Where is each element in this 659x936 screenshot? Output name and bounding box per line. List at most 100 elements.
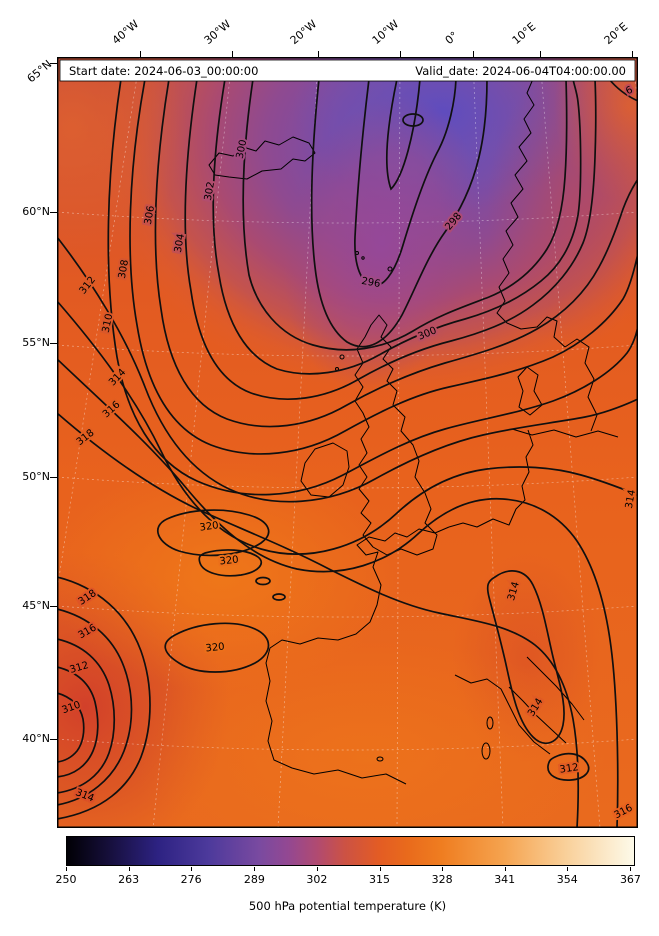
contour-line — [310, 78, 488, 348]
lon-tick — [400, 51, 401, 57]
norway-shading — [487, 67, 638, 347]
colorbar-label: 500 hPa potential temperature (K) — [248, 899, 447, 913]
colorbar-tick-label: 341 — [494, 873, 516, 886]
coastline-shetland — [387, 266, 393, 272]
colorbar-tick-label: 263 — [118, 873, 140, 886]
lon-tick-label: 10°E — [509, 20, 539, 47]
contour-line — [242, 78, 568, 351]
coastline-faroe — [361, 256, 365, 260]
lat-tick-label: 65°N — [24, 57, 55, 86]
coastline-france-iberia — [265, 526, 450, 785]
contour-label: 320 — [219, 555, 239, 568]
contour-line — [184, 78, 597, 400]
date-strip: Start date: 2024-06-03_00:00:00 Valid_da… — [59, 59, 636, 82]
coastline-ireland — [300, 442, 350, 498]
lon-tick-label: 20°W — [287, 17, 320, 47]
contour-line — [164, 622, 270, 673]
lon-tick — [473, 51, 474, 57]
lat-tick-label: 50°N — [22, 470, 50, 483]
map-border — [57, 57, 638, 828]
colorbar-tick — [630, 867, 632, 871]
colorbar-gradient — [67, 837, 634, 865]
coastline-baltic — [511, 428, 619, 438]
date-strip-box — [59, 59, 636, 82]
lat-tick — [50, 739, 57, 740]
contour-line — [57, 358, 619, 828]
start-date-label: Start date: 2024-06-03_00:00:00 — [69, 64, 258, 78]
coastline-hebrides — [339, 354, 345, 360]
lat-tick — [50, 343, 57, 344]
lat-tick-label: 40°N — [22, 732, 50, 745]
south-warm-shading — [127, 637, 607, 828]
lon-tick-label: 30°W — [201, 17, 234, 47]
contour-label: 312 — [559, 762, 579, 776]
contour-line — [255, 576, 271, 586]
coastline-adriatic — [508, 686, 567, 744]
contour-line — [57, 692, 85, 763]
contour-line — [212, 78, 582, 375]
contour-line — [57, 236, 638, 503]
lon-tick-label: 10°W — [369, 17, 402, 47]
colorbar-tick-label: 302 — [306, 873, 328, 886]
colorbar-tick — [316, 867, 318, 871]
contour-label: 320 — [199, 520, 219, 534]
contour-label: 320 — [205, 642, 225, 655]
colorbar-tick-label: 315 — [369, 873, 391, 886]
colorbar-tick — [442, 867, 444, 871]
coastline-sardinia — [481, 742, 491, 760]
contour-line — [156, 509, 270, 557]
lat-tick — [50, 606, 57, 607]
colorbar-tick-label: 354 — [556, 873, 578, 886]
valid-date-label: Valid_date: 2024-06-04T04:00:00.00 — [415, 64, 626, 78]
contour-line — [129, 78, 638, 455]
lon-tick — [632, 51, 633, 57]
lon-tick — [318, 51, 319, 57]
contour-line — [57, 666, 99, 778]
lat-tick — [50, 477, 57, 478]
contour-line — [354, 78, 457, 287]
colorbar-tick-label: 250 — [55, 873, 77, 886]
lon-tick — [140, 51, 141, 57]
contour-line — [272, 593, 286, 601]
contour-label: 314 — [624, 489, 638, 510]
lon-tick — [232, 51, 233, 57]
lat-tick — [50, 212, 57, 213]
contour-line — [107, 78, 638, 496]
coastline-northsea — [448, 429, 534, 528]
lat-tick-label: 45°N — [22, 599, 50, 612]
lat-tick-label: 55°N — [22, 336, 50, 349]
coastline-balkans — [526, 656, 585, 721]
colorbar-tick — [379, 867, 381, 871]
colorbar-tick — [254, 867, 256, 871]
colorbar-tick — [128, 867, 130, 871]
contour-line — [402, 113, 424, 127]
lon-tick-label: 40°W — [109, 17, 142, 47]
coastline-mallorca — [376, 756, 384, 762]
colorbar-tick-label: 276 — [180, 873, 202, 886]
contour-line — [547, 752, 590, 781]
colorbar — [66, 836, 635, 866]
lat-tick-label: 60°N — [22, 205, 50, 218]
colorbar-tick-label: 328 — [431, 873, 453, 886]
graticule — [57, 57, 638, 828]
colorbar-tick — [66, 867, 67, 871]
contour-line — [486, 570, 565, 745]
coastline-corsica — [486, 716, 494, 730]
lon-tick — [540, 51, 541, 57]
colorbar-tick — [191, 867, 193, 871]
colorbar-tick-label: 367 — [619, 873, 641, 886]
colorbar-tick — [567, 867, 569, 871]
contour-line — [57, 576, 151, 820]
contour-lines — [57, 78, 638, 828]
nw-corner-shading — [57, 57, 187, 257]
contour-line — [57, 638, 116, 794]
coastline-italy — [454, 674, 551, 755]
colorbar-tick — [504, 867, 506, 871]
contour-line — [57, 300, 638, 555]
lon-tick-label: 0° — [442, 29, 461, 47]
contour-line — [608, 78, 638, 102]
contour-line — [57, 412, 580, 828]
contour-line — [57, 608, 133, 806]
coastline-norway — [496, 78, 566, 348]
trough-tongue-shading — [283, 93, 481, 391]
